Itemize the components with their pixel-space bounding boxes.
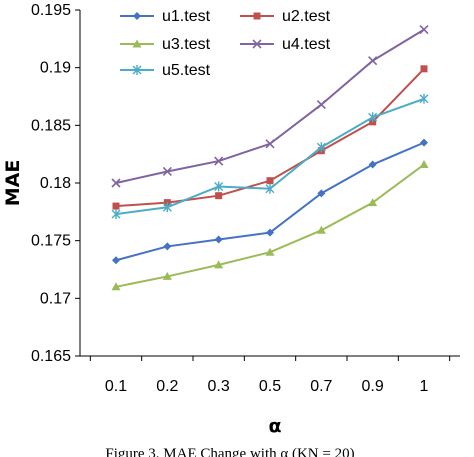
y-ticks: 0.165 0.17 0.175 0.18 0.185 0.19 0.195 xyxy=(31,2,80,365)
legend-label: u3.test xyxy=(162,36,211,53)
series-line xyxy=(115,141,425,262)
series-line xyxy=(115,97,425,216)
legend-item-u5.test: u5.test xyxy=(120,62,211,79)
legend: u1.test u2.test u3.test u4.test u5.test xyxy=(120,8,331,79)
data-point xyxy=(316,100,326,110)
data-point xyxy=(266,228,274,237)
legend-label: u5.test xyxy=(162,62,211,79)
data-point xyxy=(112,256,120,265)
data-point xyxy=(419,160,429,169)
data-point xyxy=(111,209,121,220)
y-tick-label: 0.17 xyxy=(40,290,71,307)
data-point xyxy=(214,235,223,244)
data-point xyxy=(214,181,224,192)
legend-item-u3.test: u3.test xyxy=(120,36,211,53)
data-point xyxy=(162,166,172,177)
y-tick-label: 0.175 xyxy=(31,233,71,250)
series-u1.test xyxy=(112,138,428,265)
series-layer xyxy=(111,25,429,291)
x-tick-label: 0.9 xyxy=(362,378,384,395)
series-u4.test xyxy=(111,25,429,188)
data-point xyxy=(214,260,224,269)
data-point xyxy=(112,202,120,210)
data-point xyxy=(368,160,377,169)
y-axis-label: MAE xyxy=(2,160,24,207)
data-point xyxy=(162,271,172,280)
data-point xyxy=(265,139,275,149)
data-point xyxy=(266,177,274,185)
data-point xyxy=(419,93,429,104)
legend-item-u2.test: u2.test xyxy=(240,8,331,25)
y-tick-label: 0.165 xyxy=(31,348,71,365)
data-point xyxy=(163,242,172,251)
x-axis-label: α xyxy=(268,415,281,437)
data-point xyxy=(316,142,326,153)
y-tick-label: 0.195 xyxy=(31,2,71,19)
x-tick-label: 0.7 xyxy=(310,378,332,395)
data-point xyxy=(265,247,275,256)
data-point xyxy=(316,225,326,234)
legend-item-u1.test: u1.test xyxy=(120,8,211,25)
data-point xyxy=(420,138,428,147)
x-tick-label: 1 xyxy=(420,378,429,395)
data-point xyxy=(420,65,428,73)
data-point xyxy=(162,202,172,213)
data-point xyxy=(215,192,223,200)
legend-item-u4.test: u4.test xyxy=(240,36,331,53)
data-point xyxy=(368,198,378,207)
y-tick-label: 0.18 xyxy=(40,175,71,192)
data-point xyxy=(368,56,378,66)
data-point xyxy=(317,189,326,198)
x-tick-label: 0.1 xyxy=(105,378,127,395)
series-u5.test xyxy=(111,93,429,220)
y-tick-label: 0.185 xyxy=(31,117,71,134)
data-point xyxy=(111,178,121,188)
data-point xyxy=(419,25,429,35)
data-point xyxy=(368,112,378,123)
legend-swatch-marker xyxy=(133,12,141,20)
legend-swatch-marker xyxy=(132,65,142,75)
x-tick-label: 0.3 xyxy=(208,378,230,395)
data-point xyxy=(265,183,275,194)
legend-label: u1.test xyxy=(162,8,211,25)
legend-label: u4.test xyxy=(282,36,331,53)
x-tick-label: 0.5 xyxy=(259,378,281,395)
legend-swatch-marker xyxy=(132,39,142,48)
y-tick-label: 0.19 xyxy=(40,60,71,77)
series-u3.test xyxy=(111,160,429,291)
x-tick-label: 0.2 xyxy=(156,378,178,395)
data-point xyxy=(111,282,121,291)
x-ticks: 0.1 0.2 0.3 0.5 0.7 0.9 1 xyxy=(89,356,451,395)
legend-label: u2.test xyxy=(282,8,331,25)
legend-swatch-marker xyxy=(253,12,261,20)
legend-swatch-marker xyxy=(252,39,262,49)
figure-caption: Figure 3. MAE Change with α (KN = 20) xyxy=(105,446,354,457)
data-point xyxy=(214,156,224,166)
